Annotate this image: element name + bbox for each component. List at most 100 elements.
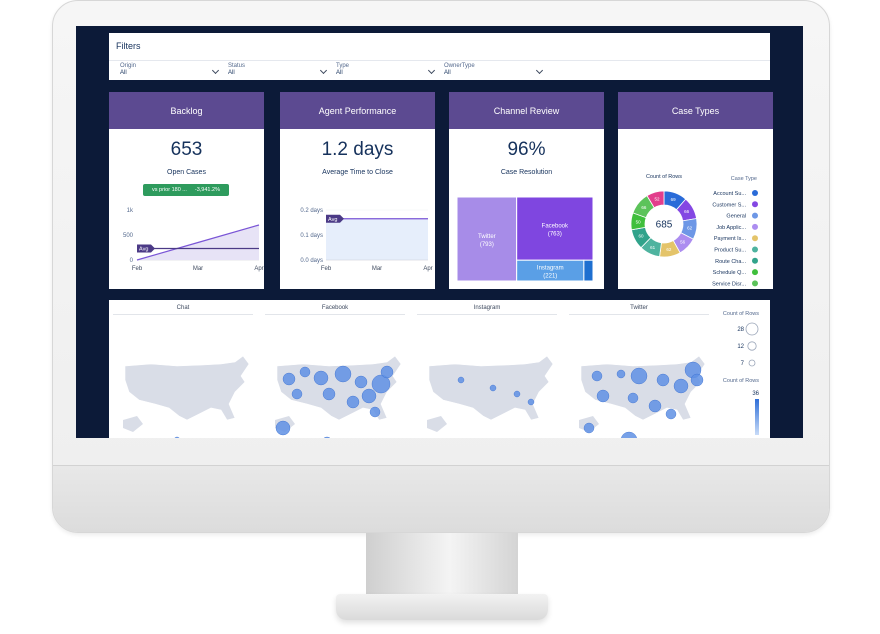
- map-bubble: [369, 406, 381, 418]
- map-bubble: [299, 366, 311, 378]
- donut-center-value: 685: [656, 220, 673, 231]
- filter-label: Type: [336, 63, 350, 69]
- us-map: [123, 355, 250, 438]
- map-bubble: [361, 388, 377, 404]
- x-tick-label: Feb: [132, 266, 143, 272]
- badge-value: -3,941.2%: [194, 187, 220, 193]
- map-bubble: [334, 365, 352, 383]
- size-legend-title: Count of Rows: [723, 311, 759, 317]
- map-divider: [113, 314, 253, 315]
- channel-value: 96%: [507, 139, 546, 160]
- agent-value: 1.2 days: [321, 139, 394, 160]
- chevron-down-icon[interactable]: [211, 66, 220, 75]
- legend-swatch: [752, 246, 758, 253]
- filter-value: All: [120, 70, 127, 76]
- filter-value: All: [228, 70, 235, 76]
- map-divider: [417, 314, 557, 315]
- filters-panel: Filters Origin All Status All Type All O…: [109, 33, 770, 80]
- map-bubble: [354, 375, 368, 389]
- size-legend-label: 12: [737, 344, 744, 350]
- map-bubble: [371, 374, 391, 394]
- agent-label: Average Time to Close: [322, 169, 393, 176]
- treemap-cell-label: Facebook: [542, 224, 569, 230]
- slice-label: 62: [687, 226, 693, 231]
- backlog-line-chart: 1k 500 0 Avg Feb Mar Apr: [123, 208, 264, 272]
- map-bubble: [282, 372, 296, 386]
- backlog-card-title: Backlog: [109, 92, 264, 129]
- x-tick-label: Mar: [193, 266, 203, 272]
- map-divider: [265, 314, 405, 315]
- legend-item-label: Account Su...: [713, 191, 746, 197]
- map-bubble: [513, 390, 521, 398]
- casetypes-card-title: Case Types: [618, 92, 773, 129]
- legend-title: Case Type: [731, 176, 757, 182]
- legend-item-label: Route Cha...: [715, 259, 746, 265]
- map-bubble: [346, 395, 360, 409]
- backlog-label: Open Cases: [167, 169, 206, 176]
- map-bubble: [527, 398, 535, 406]
- legend-swatch: [752, 269, 758, 276]
- legend-swatch: [752, 212, 758, 219]
- map-title-twitter: Twitter: [630, 305, 648, 311]
- badge-text: vs prior 180 ...: [152, 187, 187, 193]
- size-legend-label: 7: [741, 361, 745, 367]
- y-tick-label: 1k: [127, 208, 134, 214]
- filter-origin[interactable]: Origin All: [120, 63, 220, 79]
- map-bubble: [583, 422, 595, 434]
- us-maps: Count of Rows 28 12 7 Count of Rows 36: [123, 311, 760, 438]
- avg-label: Avg: [139, 247, 148, 253]
- treemap-cell-value: (793): [480, 242, 494, 248]
- map-bubble: [291, 388, 303, 400]
- treemap-cell: [516, 196, 594, 261]
- donut-slice: [646, 190, 665, 209]
- case-types-donut: Count of Rows 69 66 62 56 62 61 60 50 66 52 685 Case…: [630, 174, 758, 287]
- x-tick-label: Apr: [254, 266, 263, 272]
- dashboard-screen: Filters Origin All Status All Type All O…: [76, 26, 803, 438]
- filter-status[interactable]: Status All: [228, 63, 328, 79]
- treemap-cell-value: (221): [543, 274, 557, 280]
- maps-panel: Chat Facebook Instagram Twitter Count of…: [109, 300, 770, 438]
- map-title-facebook: Facebook: [321, 305, 349, 311]
- chevron-down-icon[interactable]: [427, 66, 436, 75]
- series-area: [326, 218, 428, 260]
- series-line: [136, 224, 260, 261]
- legend-item-label: General: [726, 214, 746, 220]
- map-bubble: [621, 431, 637, 438]
- filter-label: Origin: [120, 63, 137, 69]
- slice-label: 61: [650, 245, 656, 250]
- map-bubble: [275, 420, 291, 436]
- legend-swatch: [752, 201, 758, 208]
- map-bubble: [648, 399, 662, 413]
- map-bubble: [673, 378, 689, 394]
- treemap-cell-label: Twitter: [478, 234, 496, 240]
- avg-label: Avg: [328, 217, 337, 223]
- agent-area-chart: 0.2 days 0.1 days 0.0 days Avg Feb Mar Apr: [300, 208, 432, 272]
- color-legend-title: Count of Rows: [723, 378, 759, 384]
- avg-marker: [137, 244, 155, 253]
- filter-type[interactable]: Type All: [336, 63, 436, 79]
- agent-card-title: Agent Performance: [280, 92, 435, 129]
- map-bubble: [630, 367, 648, 385]
- chevron-down-icon[interactable]: [535, 66, 544, 75]
- legend-item-label: Job Applic...: [716, 225, 746, 231]
- legend-swatch: [752, 280, 758, 287]
- case-types-card: Case Types Count of Rows 69 66 62 56 62 61 60 50…: [618, 92, 773, 289]
- chevron-down-icon[interactable]: [319, 66, 328, 75]
- x-tick-label: Feb: [321, 266, 332, 272]
- agent-performance-card: Agent Performance 1.2 days Average Time …: [280, 92, 435, 289]
- y-tick-label: 0.2 days: [300, 208, 323, 214]
- monitor-stand-neck: [366, 533, 518, 599]
- filter-ownertype[interactable]: OwnerType All: [444, 63, 544, 79]
- channel-card-title: Channel Review: [449, 92, 604, 129]
- filters-divider: [109, 60, 770, 61]
- map-bubble: [322, 387, 336, 401]
- filter-label: OwnerType: [444, 63, 475, 69]
- map-bubble: [380, 365, 394, 379]
- size-legend-bubble: [747, 341, 757, 351]
- channel-label: Case Resolution: [500, 169, 553, 176]
- map-alaska: [123, 416, 143, 432]
- filters-title: Filters: [116, 41, 141, 51]
- map-bubble: [489, 384, 497, 392]
- map-bubble: [627, 392, 639, 404]
- legend-item-label: Service Disr...: [712, 281, 746, 287]
